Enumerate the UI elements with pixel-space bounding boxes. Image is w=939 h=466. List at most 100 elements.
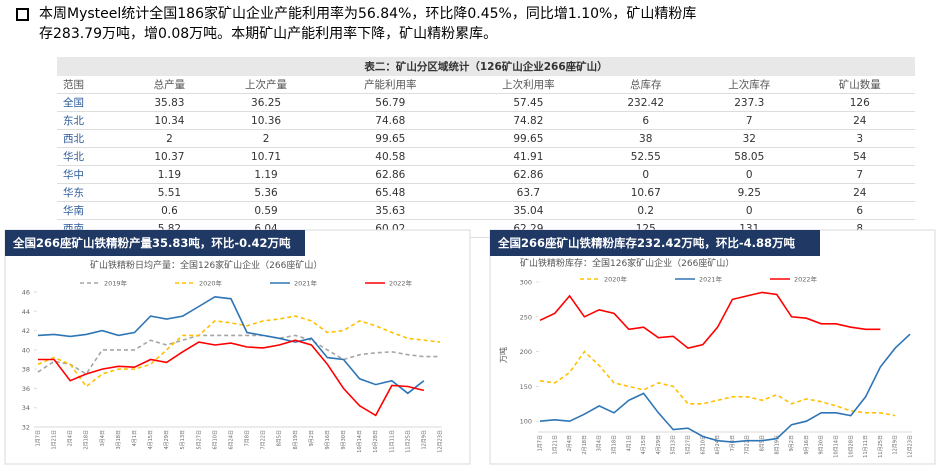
x-tick-label: 7月8日 [245,430,251,446]
x-tick-label: 3月4日 [597,435,603,451]
table-cell: 华南 [57,201,128,220]
table-cell: 58.05 [694,147,805,166]
y-axis-label: 万吨 [498,347,508,363]
x-tick-label: 11月11日 [389,430,395,453]
table-cell: 6 [804,201,915,220]
table-cell: 65.48 [321,183,460,202]
table-cell: 10.36 [210,111,322,130]
table-cell: 范围 [57,76,128,94]
x-tick-label: 12月9日 [893,435,899,455]
banner [5,230,305,256]
table-cell: 全国 [57,93,128,112]
table-cell: 产能利用率 [321,76,460,94]
x-tick-label: 5月27日 [686,435,692,455]
x-tick-label: 11月25日 [878,435,884,458]
y-tick-label: 200 [520,348,532,356]
legend-label: 2020年 [604,275,628,284]
x-tick-label: 6月24日 [228,430,234,450]
table-cell: 232.42 [597,93,695,112]
table-cell: 7 [694,111,805,130]
legend-label: 2022年 [389,279,413,288]
x-tick-label: 4月29日 [164,430,170,450]
legend-label: 2021年 [699,275,723,284]
x-tick-label: 5月13日 [180,430,186,450]
table-row: 范围 总产量 上次产量 产能利用率 上次利用率 总库存 上次库存 矿山数量 [57,76,915,94]
summary-text: 本周Mysteel统计全国186家矿山企业产能利用率为56.84%，环比降0.4… [39,6,697,42]
x-tick-label: 6月10日 [212,430,218,450]
legend-label: 2021年 [294,279,318,288]
table-cell: 1.19 [128,165,211,184]
table-cell: 总产量 [128,76,211,94]
table-row: 华东 5.51 5.36 65.48 63.7 10.67 9.25 24 [57,183,915,202]
y-tick-label: 46 [22,289,30,297]
y-tick-label: 36 [22,385,30,393]
series-line [37,315,441,388]
table-cell: 0 [694,201,805,220]
table-cell: 74.68 [321,111,460,130]
x-tick-label: 9月2日 [309,430,315,446]
y-tick-label: 300 [520,279,532,287]
x-tick-label: 11月11日 [863,435,869,458]
x-tick-label: 7月22日 [745,435,751,455]
table-cell: 35.63 [321,201,460,220]
table-row: 华中 1.19 1.19 62.86 62.86 0 0 7 [57,165,915,184]
x-tick-label: 10月14日 [357,430,363,453]
table-cell: 1.19 [210,165,322,184]
legend-label: 2020年 [199,279,223,288]
y-tick-label: 150 [520,383,532,391]
panel [4,229,471,465]
x-tick-label: 6月10日 [700,435,706,455]
table-cell: 24 [804,111,915,130]
x-tick-label: 3月18日 [612,435,618,455]
chart-subtitle: 矿山铁精粉库存：全国126家矿山企业（266座矿山） [520,257,734,269]
table-cell: 35.83 [128,93,211,112]
table-cell: 57.45 [459,93,598,112]
table-cell: 0.2 [597,201,695,220]
table-cell: 62.86 [321,165,460,184]
series-line [38,339,425,417]
x-tick-label: 1月7日 [538,435,544,451]
table-row: 西北 2 2 99.65 99.65 38 32 3 [57,129,915,148]
table-row: 全国 35.83 36.25 56.79 57.45 232.42 237.3 126 [57,93,915,112]
table-cell: 35.04 [459,201,598,220]
series-line [539,350,896,417]
x-tick-label: 2月18日 [84,430,90,450]
x-tick-label: 12月9日 [421,430,427,450]
table-cell: 41.91 [459,147,598,166]
x-tick-label: 3月18日 [116,430,122,450]
x-tick-label: 9月30日 [341,430,347,450]
table-cell: 10.34 [128,111,211,130]
x-tick-label: 4月15日 [641,435,647,455]
series-line [539,291,881,349]
x-tick-label: 10月28日 [373,430,379,453]
chart-subtitle: 矿山铁精粉日均产量：全国126家矿山企业（266座矿山） [90,259,322,271]
table-cell: 24 [804,183,915,202]
x-tick-label: 6月24日 [715,435,721,455]
x-tick-label: 12月23日 [908,435,914,458]
table-cell: 10.37 [128,147,211,166]
table-cell: 36.25 [210,93,322,112]
x-tick-label: 3月4日 [100,430,106,446]
table-row: 华南 0.6 0.59 35.63 35.04 0.2 0 6 [57,201,915,220]
x-tick-label: 7月8日 [730,435,736,451]
table-cell: 上次库存 [694,76,805,94]
legend-label: 2022年 [794,275,818,284]
table-cell: 0.6 [128,201,211,220]
series-line [37,334,440,376]
x-tick-label: 9月16日 [804,435,810,455]
x-tick-label: 7月22日 [261,430,267,450]
x-tick-label: 1月21日 [52,430,58,450]
table-cell: 237.3 [694,93,805,112]
table-cell: 54 [804,147,915,166]
x-tick-label: 12月23日 [438,430,444,453]
table-cell: 38 [597,129,695,148]
table-cell: 5.51 [128,183,211,202]
x-tick-label: 9月16日 [325,430,331,450]
table-cell: 9.25 [694,183,805,202]
table-cell: 56.79 [321,93,460,112]
table-cell: 2 [210,129,322,148]
table-cell: 东北 [57,111,128,130]
table-cell: 3 [804,129,915,148]
